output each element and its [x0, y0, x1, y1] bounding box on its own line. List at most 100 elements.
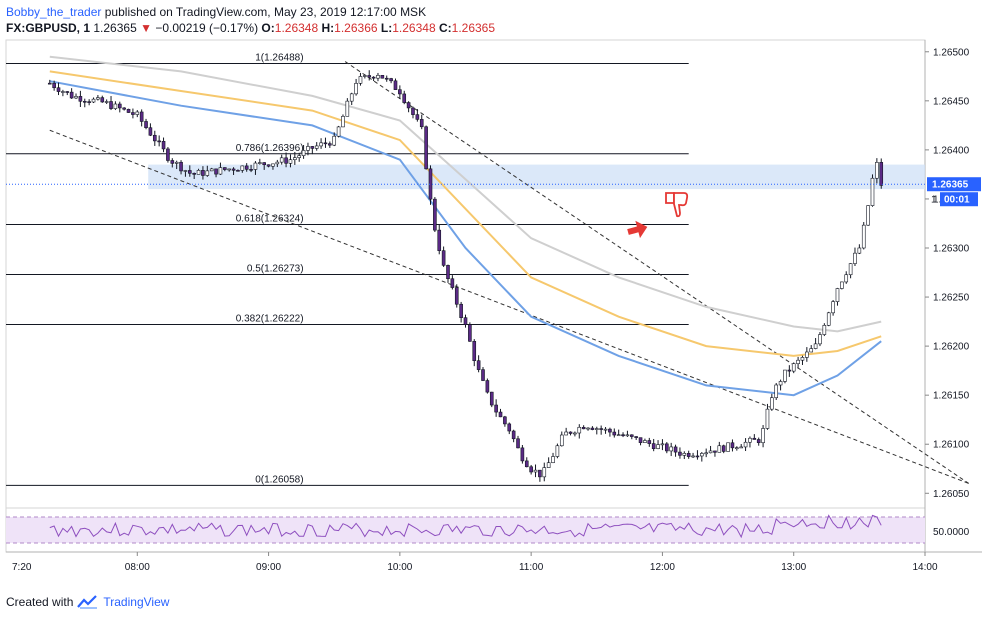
candle-body [783, 369, 787, 382]
candle-body [411, 107, 415, 115]
candle-body [332, 135, 337, 146]
candle-body [437, 229, 442, 251]
candle-body [152, 134, 157, 142]
fib-label: 0.618(1.26324) [236, 213, 304, 224]
candle-body [581, 426, 586, 430]
candle-body [258, 162, 262, 164]
price-axis[interactable]: 1.265001.264501.264001.263501.263001.262… [925, 47, 970, 500]
candle-body [82, 100, 87, 103]
candle-body [389, 78, 393, 82]
rsi-level-label: 50.0000 [933, 527, 970, 538]
candle-body [131, 112, 135, 115]
candle-body [826, 312, 831, 326]
candle-body [608, 428, 612, 433]
candle-body [481, 369, 485, 381]
candle-body [476, 360, 481, 370]
ema-line [49, 70, 882, 357]
candle-body [205, 170, 210, 176]
candle-body [770, 397, 774, 410]
time-axis[interactable]: 7:20 08:00 09:00 10:00 11:00 12:00 13:00 14:00 [12, 552, 938, 573]
tradingview-brand[interactable]: TradingView [103, 595, 170, 609]
candle-body [848, 263, 853, 276]
candle-body [188, 170, 192, 174]
price-tick-label: 1.26400 [933, 145, 970, 156]
candle-body [472, 341, 477, 362]
candle-body [546, 462, 551, 468]
candle-body [367, 75, 372, 78]
symbol-name[interactable]: FX:GBPUSD, 1 [6, 21, 91, 35]
candle-body [756, 439, 761, 444]
candle-body [879, 162, 884, 186]
footer: Created with TradingView [6, 593, 169, 611]
close-label: C: [438, 21, 452, 35]
candle-body [398, 89, 402, 95]
candle-body [262, 162, 266, 166]
candle-body [236, 170, 240, 172]
candle-body [240, 165, 245, 171]
countdown-label: 00:01 [944, 195, 970, 206]
candle-body [144, 121, 148, 129]
current-price-tag [927, 177, 981, 192]
price-tick-label: 1.26150 [933, 391, 970, 402]
candle-body [840, 281, 844, 289]
candle-body [419, 119, 424, 128]
candle-body [542, 467, 547, 478]
candle-body [721, 445, 726, 452]
candle-body [74, 96, 78, 99]
candle-body [551, 456, 555, 464]
candle-body [148, 127, 153, 136]
publish-line: Bobby_the_trader published on TradingVie… [6, 4, 981, 20]
candle-body [319, 142, 323, 147]
candle-body [433, 198, 437, 231]
candle-body [126, 108, 131, 113]
candle-body [166, 148, 170, 161]
time-tick-label: 7:20 [12, 562, 32, 573]
author-link[interactable]: Bobby_the_trader [6, 5, 102, 19]
candle-body [376, 75, 380, 79]
highlight-zone [148, 164, 925, 190]
candle-body [196, 170, 201, 175]
candle-body [253, 162, 258, 170]
candle-body [778, 381, 783, 386]
fib-label: 0.5(1.26273) [247, 263, 304, 274]
time-tick-label: 11:00 [519, 562, 544, 573]
candle-body [700, 453, 704, 457]
candle-body [218, 167, 223, 175]
price-tick-label: 1.26200 [933, 342, 970, 353]
price-tick-label: 1.26250 [933, 293, 970, 304]
candle-body [651, 443, 656, 449]
candle-body [209, 168, 214, 172]
candle-body [594, 428, 599, 430]
candle-body [428, 168, 433, 200]
fib-label: 0.382(1.26222) [236, 314, 304, 325]
candle-body [47, 82, 52, 85]
candle-body [231, 168, 236, 171]
candle-body [761, 428, 765, 444]
candle-body [135, 111, 140, 115]
candle-body [214, 168, 218, 175]
candle-body [402, 93, 407, 103]
candle-body [384, 77, 389, 80]
candle-body [494, 404, 498, 413]
low-label: L: [380, 21, 393, 35]
candle-body [704, 452, 708, 455]
candle-body [275, 161, 280, 165]
price-tick-label: 1.26100 [933, 440, 970, 451]
candle-body [249, 169, 253, 171]
candle-body [161, 141, 166, 150]
candle-body [314, 145, 319, 149]
candle-body [577, 426, 582, 434]
price-tick-label: 1.26450 [933, 96, 970, 107]
candle-body [564, 431, 568, 436]
rsi-line [49, 514, 882, 539]
candle-body [822, 325, 827, 335]
trendlines [49, 61, 970, 484]
candle-body [498, 411, 503, 418]
candle-body [174, 161, 179, 164]
candle-body [835, 288, 840, 302]
price-tick-label: 1.26300 [933, 244, 970, 255]
down-arrow-icon: ▼ [140, 21, 152, 35]
ema-line [49, 80, 882, 397]
candle-body [748, 437, 752, 443]
